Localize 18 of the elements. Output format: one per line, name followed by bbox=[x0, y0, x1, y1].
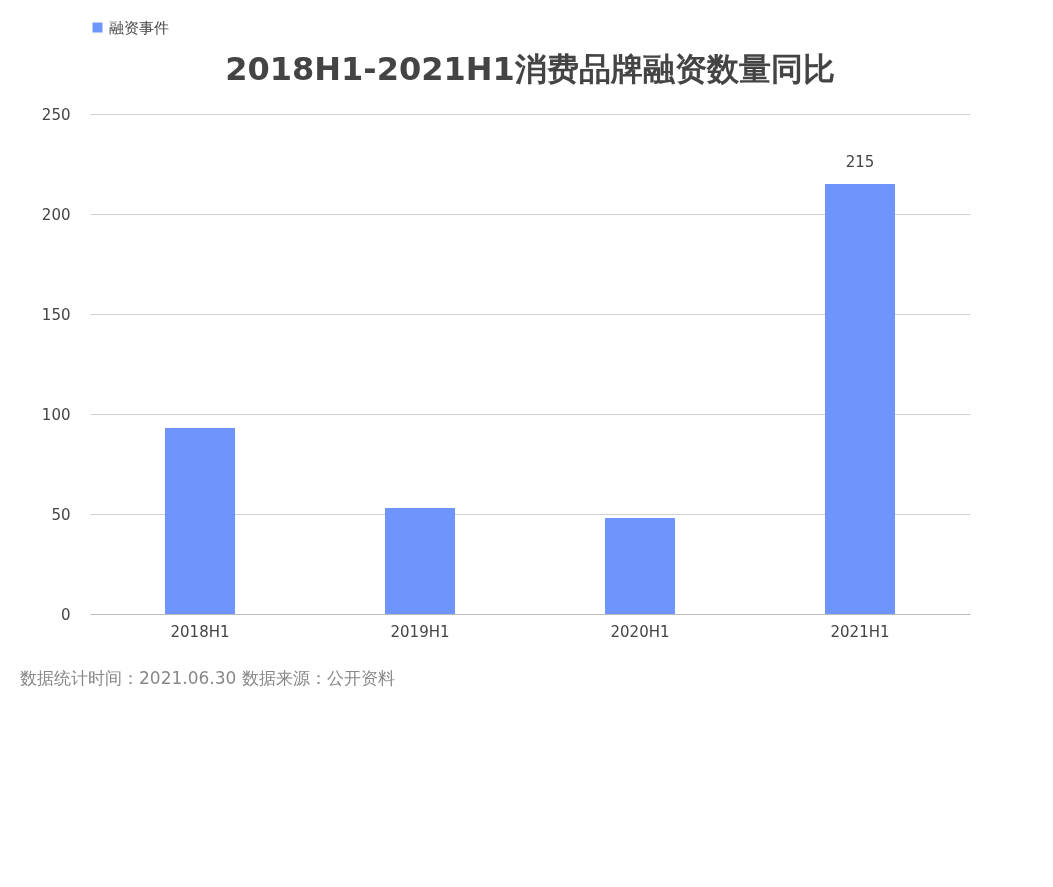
y-tick-label: 150 bbox=[41, 305, 71, 324]
bar bbox=[165, 428, 235, 614]
x-tick-label: 2021H1 bbox=[830, 622, 890, 641]
y-tick-label: 200 bbox=[41, 205, 71, 224]
bar bbox=[825, 184, 895, 614]
data-label: 215 bbox=[845, 153, 875, 171]
y-tick-label: 0 bbox=[60, 605, 71, 624]
bar bbox=[605, 518, 675, 614]
y-tick-label: 100 bbox=[41, 405, 71, 424]
x-tick-label: 2020H1 bbox=[610, 622, 670, 641]
y-tick-label: 250 bbox=[41, 105, 71, 124]
y-tick-label: 50 bbox=[51, 505, 71, 524]
bar bbox=[385, 508, 455, 614]
x-tick-label: 2019H1 bbox=[390, 622, 450, 641]
legend-label: 融资事件 bbox=[109, 18, 169, 37]
text: 数据统计时间：2021.06.30 数据来源：公开资料 bbox=[20, 668, 395, 688]
x-tick-label: 2018H1 bbox=[170, 622, 230, 641]
chart-title: 2018H1-2021H1消费品牌融资数量同比 bbox=[225, 50, 835, 88]
